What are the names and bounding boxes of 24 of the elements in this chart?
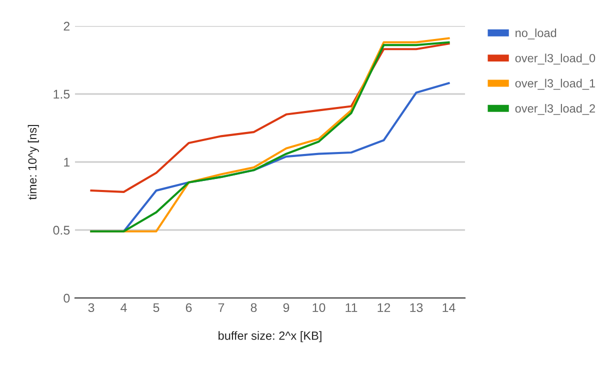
x-tick-label: 13 [410,303,423,312]
x-tick-label: 10 [312,303,326,312]
x-tick-label: 3 [88,303,94,312]
legend-label: no_load [516,28,556,40]
x-tick-label: 6 [186,303,192,312]
y-axis-title: time: 10^y [ns] [28,124,39,200]
legend-label: over_l3_load_2 [515,104,595,115]
x-tick-label: 11 [346,303,358,312]
legend-label: over_l3_load_0 [515,54,596,65]
y-tick-label: 2 [64,22,70,31]
x-tick-label: 14 [442,303,456,312]
y-tick-label: 1 [64,158,70,167]
y-tick-label: 0.5 [53,226,70,235]
line-series [90,42,450,193]
x-tick-label: 12 [378,303,390,312]
y-tick-label: 0 [64,294,70,303]
x-axis-title: buffer size: 2^x [KB] [218,331,322,342]
x-tick-label: 5 [153,303,160,312]
x-tick-label: 9 [283,303,290,312]
x-tick-label: 8 [250,303,257,312]
y-tick-label: 1.5 [54,90,70,99]
x-tick-label: 7 [218,303,224,312]
x-tick-label: 4 [120,303,127,312]
legend-label: over_l3_load_1 [515,78,595,90]
